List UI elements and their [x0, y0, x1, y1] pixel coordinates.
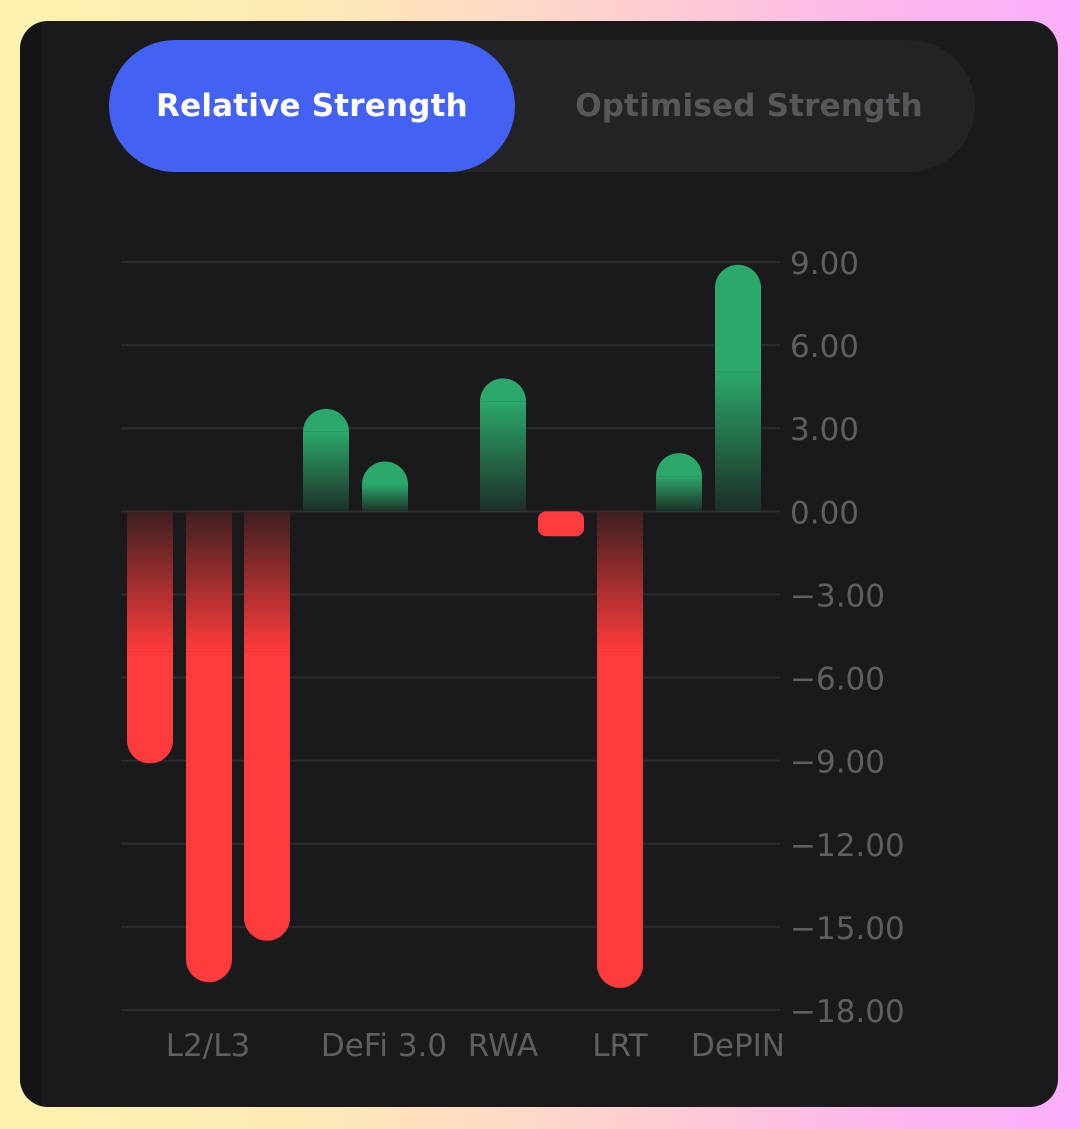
bar-shape	[538, 511, 584, 537]
y-tick-label: −3.00	[790, 578, 885, 614]
x-tick-label: DeFi 3.0	[321, 1028, 447, 1064]
strength-card: Relative Strength Optimised Strength 9.0…	[20, 21, 1058, 1107]
strength-mode-toggle: Relative Strength Optimised Strength	[109, 40, 975, 172]
x-tick-label: DePIN	[691, 1028, 785, 1064]
tab-optimised-strength[interactable]: Optimised Strength	[575, 88, 923, 124]
bar-fade	[303, 431, 349, 512]
bar-5[interactable]	[362, 461, 408, 512]
y-tick-label: −6.00	[790, 662, 885, 698]
bar-fade	[480, 401, 526, 512]
bar-3[interactable]	[244, 511, 290, 941]
y-tick-label: 6.00	[790, 329, 859, 365]
y-tick-label: −9.00	[790, 745, 885, 781]
x-axis-labels: L2/L3 DeFi 3.0 RWA LRT DePIN	[166, 1028, 785, 1064]
y-axis-ticks: 9.00 6.00 3.00 0.00 −3.00 −6.00 −9.00 −12.00 −15…	[790, 246, 905, 1030]
bar-fade	[656, 476, 702, 512]
y-tick-label: 9.00	[790, 246, 859, 282]
y-tick-label: 0.00	[790, 495, 859, 531]
x-tick-label: L2/L3	[166, 1028, 250, 1064]
bar-fade	[362, 484, 408, 512]
bar-10[interactable]	[715, 264, 761, 512]
y-tick-label: −12.00	[790, 828, 905, 864]
tab-relative-strength[interactable]: Relative Strength	[109, 40, 515, 172]
bar-9[interactable]	[656, 453, 702, 512]
bar-fade	[715, 371, 761, 512]
x-tick-label: RWA	[468, 1028, 538, 1064]
y-tick-label: −18.00	[790, 994, 905, 1030]
bars	[127, 264, 761, 988]
y-tick-label: −15.00	[790, 911, 905, 947]
bar-4[interactable]	[303, 408, 349, 512]
bar-2[interactable]	[186, 511, 232, 983]
y-tick-label: 3.00	[790, 412, 859, 448]
bar-fade	[597, 511, 643, 652]
bar-7[interactable]	[538, 511, 584, 537]
strength-bar-chart: 9.00 6.00 3.00 0.00 −3.00 −6.00 −9.00 −12.00 −15…	[121, 246, 905, 1064]
card-edge-shade	[20, 21, 42, 1107]
bar-8[interactable]	[597, 511, 643, 988]
x-tick-label: LRT	[592, 1028, 649, 1064]
bar-fade	[244, 511, 290, 652]
bar-fade	[186, 511, 232, 652]
bar-1[interactable]	[127, 511, 173, 764]
bar-6[interactable]	[480, 378, 526, 512]
bar-fade	[127, 511, 173, 652]
